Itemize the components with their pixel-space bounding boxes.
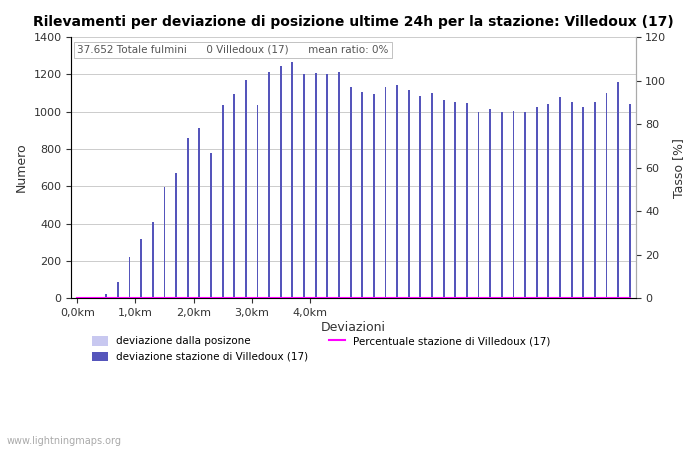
Bar (315, 72, 316, 298)
Bar (164, 187, 165, 298)
Y-axis label: Numero: Numero (15, 143, 28, 193)
Bar (559, 97, 561, 298)
Bar (140, 239, 142, 298)
Bar (291, 62, 293, 298)
Bar (606, 93, 608, 298)
Bar (547, 104, 550, 298)
Bar (384, 87, 386, 298)
Bar (117, 282, 119, 298)
Bar (198, 127, 200, 298)
Bar (396, 85, 398, 298)
Y-axis label: Tasso [%]: Tasso [%] (672, 138, 685, 198)
Bar (373, 94, 374, 298)
Legend: deviazione dalla posizone, deviazione stazione di Villedoux (17), Percentuale st: deviazione dalla posizone, deviazione st… (88, 332, 554, 366)
Bar (94, 297, 96, 298)
Bar (187, 138, 189, 298)
Bar (524, 112, 526, 298)
Bar (175, 173, 177, 298)
Bar (257, 105, 258, 298)
Bar (477, 112, 480, 298)
Bar (489, 109, 491, 298)
Bar (617, 82, 619, 298)
Bar (501, 112, 503, 298)
Bar (106, 293, 107, 298)
Bar (326, 74, 328, 298)
Bar (442, 99, 444, 298)
Bar (233, 94, 235, 298)
X-axis label: Deviazioni: Deviazioni (321, 321, 386, 334)
Bar (454, 103, 456, 298)
Bar (408, 90, 409, 298)
Bar (129, 257, 130, 298)
Text: www.lightningmaps.org: www.lightningmaps.org (7, 436, 122, 446)
Bar (361, 92, 363, 298)
Bar (419, 96, 421, 298)
Bar (594, 103, 596, 298)
Bar (152, 222, 154, 298)
Bar (245, 80, 247, 298)
Title: Rilevamenti per deviazione di posizione ultime 24h per la stazione: Villedoux (1: Rilevamenti per deviazione di posizione … (33, 15, 674, 29)
Bar (350, 87, 351, 298)
Bar (431, 93, 433, 298)
Bar (210, 153, 212, 298)
Bar (536, 107, 538, 298)
Bar (280, 66, 281, 298)
Text: 37.652 Totale fulmini      0 Villedoux (17)      mean ratio: 0%: 37.652 Totale fulmini 0 Villedoux (17) m… (77, 45, 389, 55)
Bar (629, 104, 631, 298)
Bar (268, 72, 270, 298)
Bar (466, 104, 468, 298)
Bar (303, 74, 305, 298)
Bar (582, 107, 584, 298)
Bar (512, 111, 514, 298)
Bar (222, 105, 223, 298)
Bar (338, 72, 340, 298)
Bar (570, 103, 573, 298)
